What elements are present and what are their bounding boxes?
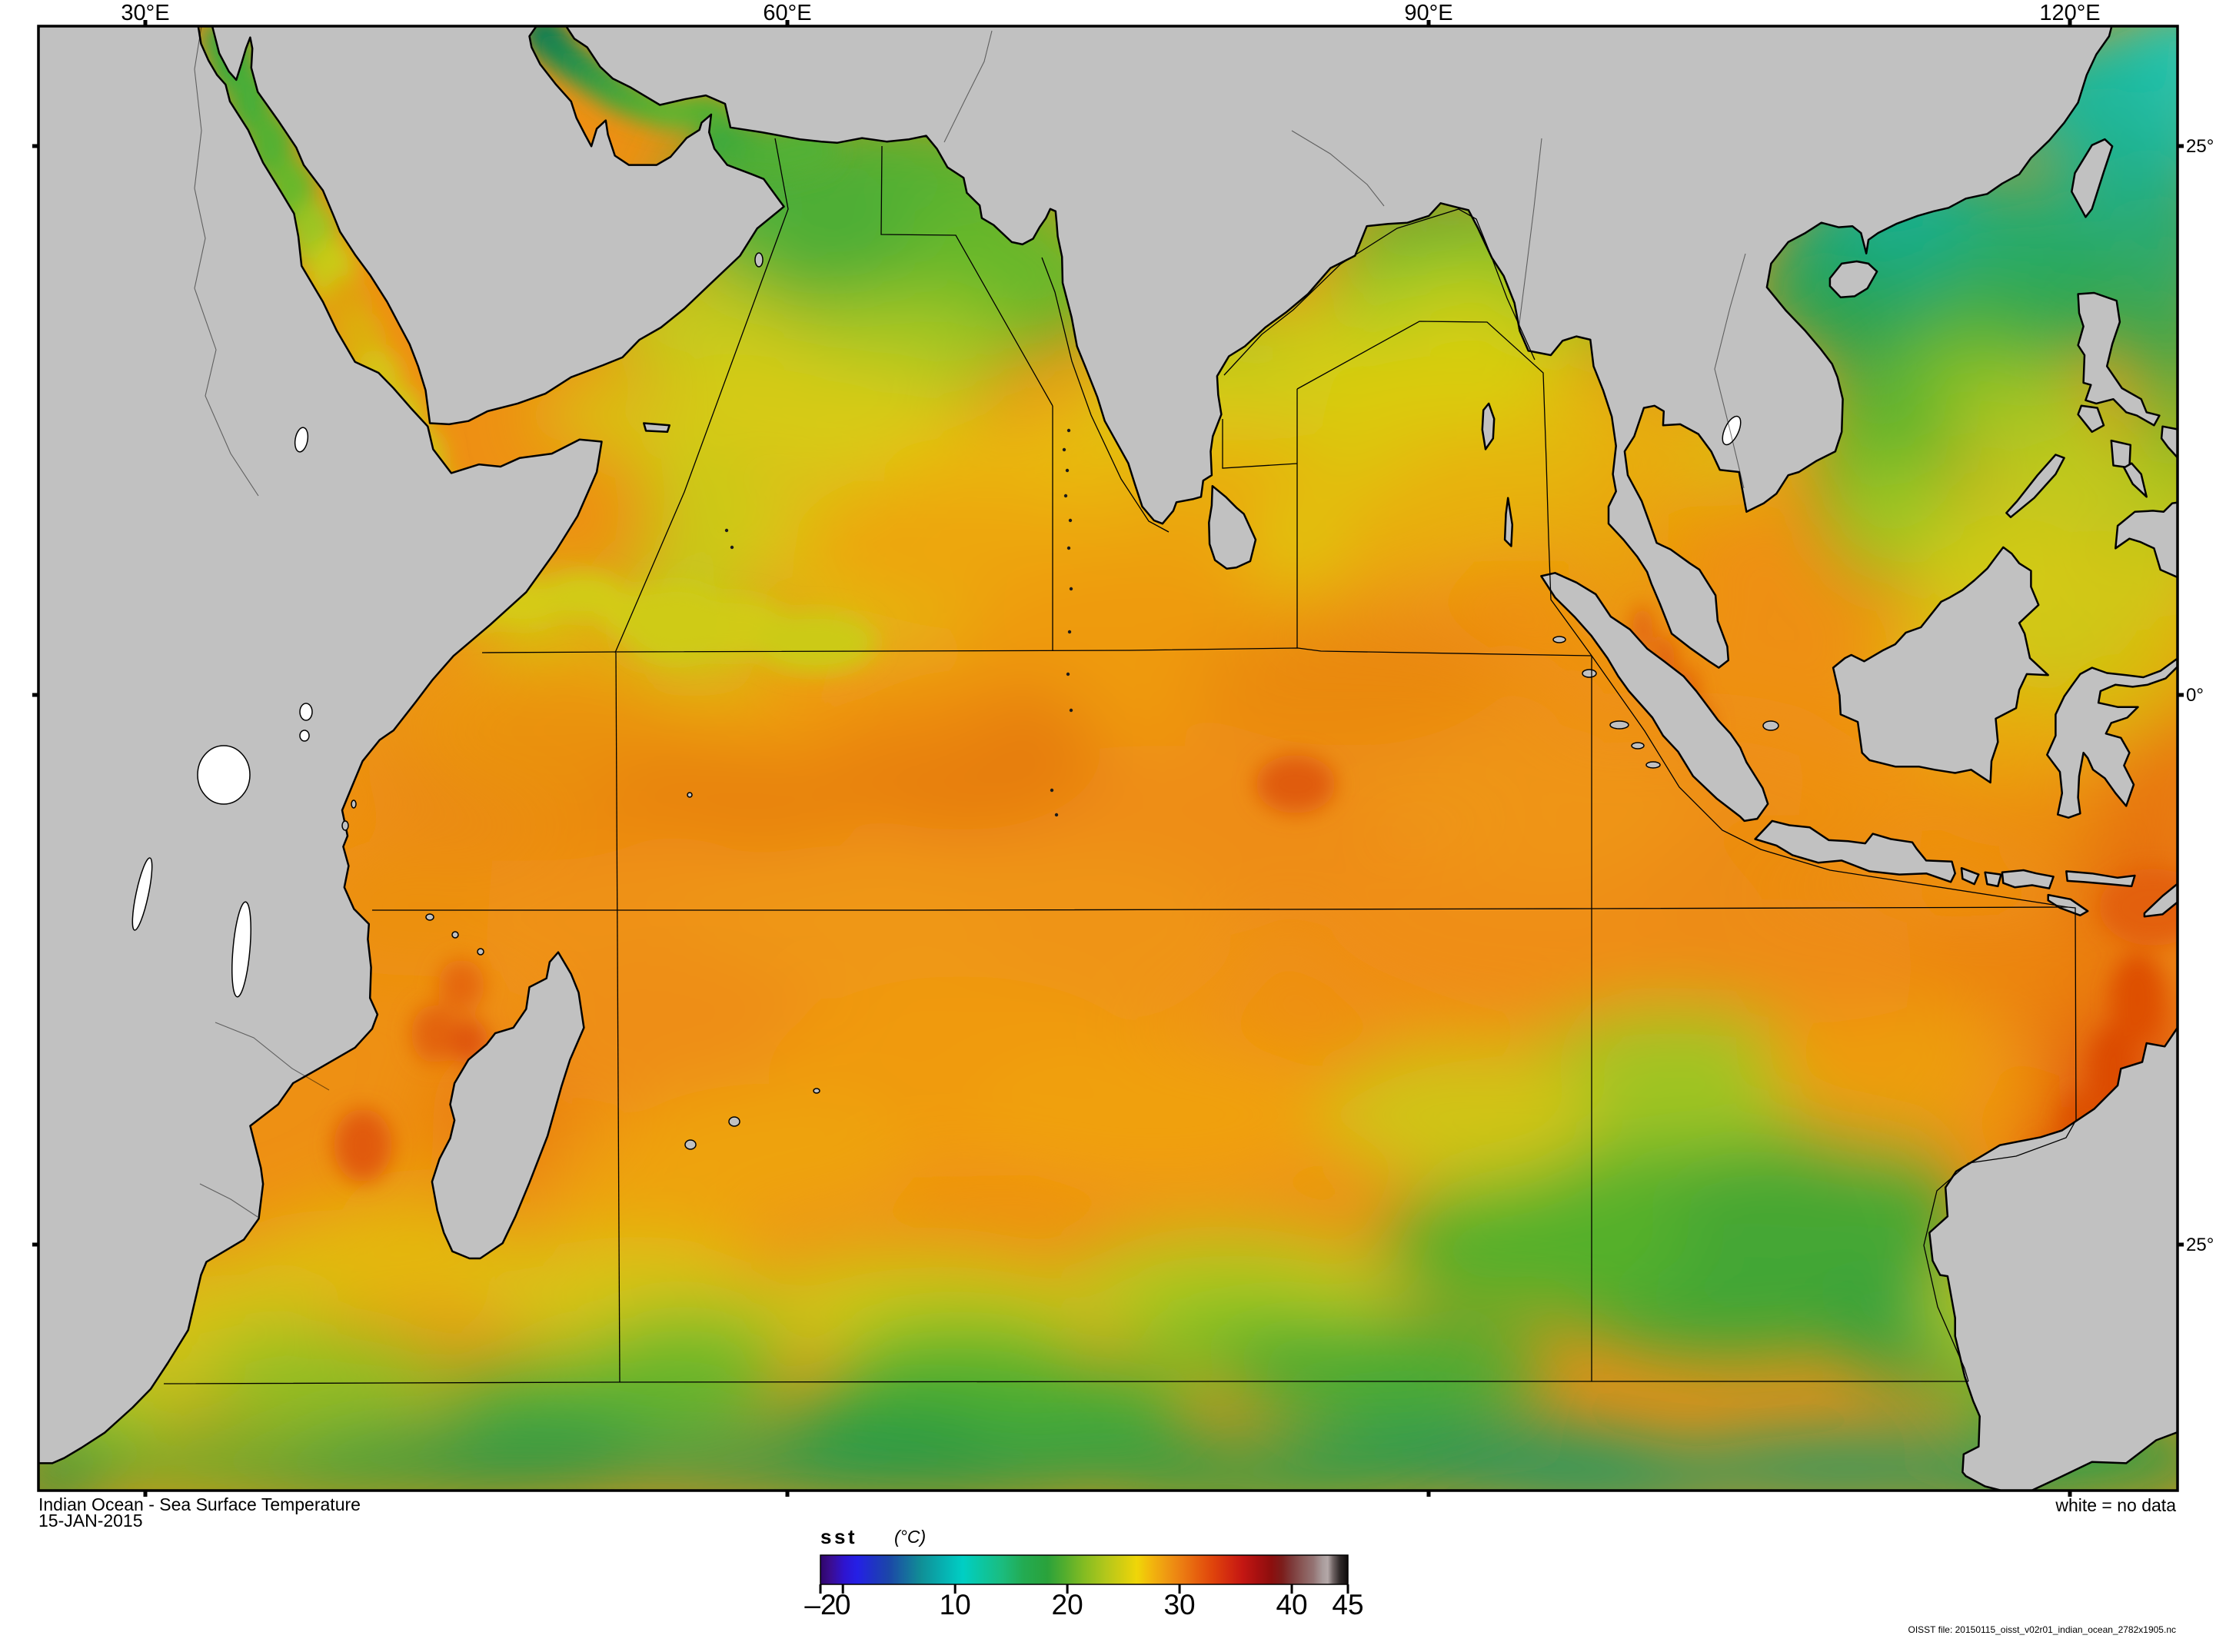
svg-text:45: 45 [1332,1589,1363,1620]
svg-text:10: 10 [940,1589,971,1620]
svg-text:25°: 25° [2186,136,2214,157]
svg-text:(°C): (°C) [894,1527,926,1547]
svg-text:–2: –2 [804,1589,836,1620]
svg-text:15-JAN-2015: 15-JAN-2015 [38,1511,143,1531]
svg-text:0°: 0° [2186,685,2204,706]
svg-text:20: 20 [1052,1589,1083,1620]
svg-text:Indian Ocean - Sea Surface Tem: Indian Ocean - Sea Surface Temperature [38,1494,361,1514]
svg-text:40: 40 [1276,1589,1307,1620]
svg-text:white = no data: white = no data [2055,1495,2176,1515]
svg-text:90°E: 90°E [1404,1,1452,25]
svg-text:60°E: 60°E [763,1,811,25]
svg-text:30°E: 30°E [121,1,169,25]
svg-text:sst: sst [820,1525,857,1548]
svg-text:0: 0 [835,1589,851,1620]
svg-text:OISST file: 20150115_oisst_v02: OISST file: 20150115_oisst_v02r01_indian… [1908,1624,2177,1635]
svg-text:30: 30 [1163,1589,1195,1620]
svg-text:25°: 25° [2186,1235,2214,1255]
svg-text:120°E: 120°E [2039,1,2100,25]
